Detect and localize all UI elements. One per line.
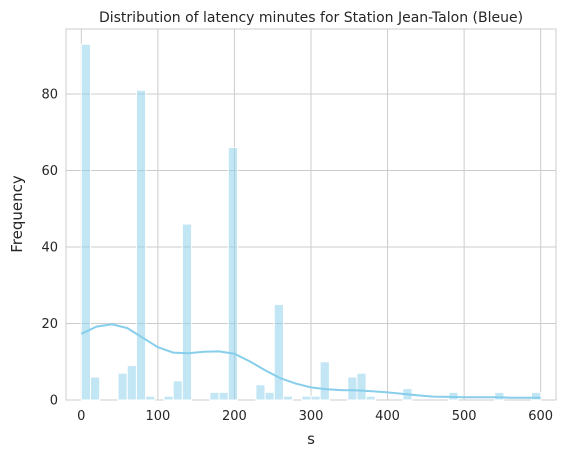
histogram-bar bbox=[172, 380, 183, 401]
histogram-bar bbox=[255, 384, 266, 401]
y-tick-label: 60 bbox=[41, 164, 58, 179]
histogram-bar bbox=[365, 395, 376, 401]
x-tick-label: 400 bbox=[375, 409, 400, 424]
histogram-bar bbox=[531, 391, 542, 401]
y-tick-label: 40 bbox=[41, 241, 58, 256]
histogram-bar bbox=[181, 223, 193, 401]
histogram-bar bbox=[80, 43, 91, 401]
histogram-bar bbox=[163, 395, 174, 401]
histogram-bar bbox=[227, 147, 238, 401]
histogram-bar bbox=[273, 303, 284, 401]
histogram-bar bbox=[264, 391, 275, 401]
x-tick-labels: 0 100 200 300 400 500 600 bbox=[77, 409, 553, 424]
x-tick-label: 200 bbox=[222, 409, 247, 424]
y-tick-labels: 0 20 40 60 80 bbox=[41, 88, 58, 409]
histogram-bar bbox=[145, 395, 156, 401]
histogram-bar bbox=[117, 372, 128, 401]
histogram-bar bbox=[209, 391, 220, 401]
y-tick-label: 20 bbox=[41, 317, 58, 332]
histogram-bar bbox=[319, 361, 330, 401]
kde-curve bbox=[80, 323, 541, 399]
histogram-bar bbox=[356, 372, 367, 401]
chart-title: Distribution of latency minutes for Stat… bbox=[99, 10, 523, 26]
y-axis-label: Frequency bbox=[8, 175, 26, 253]
histogram-bar bbox=[126, 365, 137, 401]
histogram-bar bbox=[135, 89, 147, 401]
x-tick-label: 0 bbox=[77, 409, 85, 424]
histogram-bar bbox=[218, 391, 229, 401]
histogram-bar bbox=[494, 391, 505, 401]
histogram-bar bbox=[310, 395, 321, 401]
x-tick-label: 600 bbox=[528, 409, 553, 424]
histogram-bar bbox=[347, 376, 358, 401]
histogram-bars bbox=[80, 43, 542, 401]
y-tick-label: 80 bbox=[41, 88, 58, 103]
histogram-bar bbox=[301, 395, 312, 401]
x-axis-label: s bbox=[307, 430, 315, 448]
x-tick-label: 100 bbox=[145, 409, 170, 424]
x-tick-label: 300 bbox=[299, 409, 324, 424]
histogram-bar bbox=[282, 395, 294, 401]
y-tick-label: 0 bbox=[50, 394, 58, 409]
histogram-bar bbox=[90, 376, 101, 401]
x-tick-label: 500 bbox=[452, 409, 477, 424]
